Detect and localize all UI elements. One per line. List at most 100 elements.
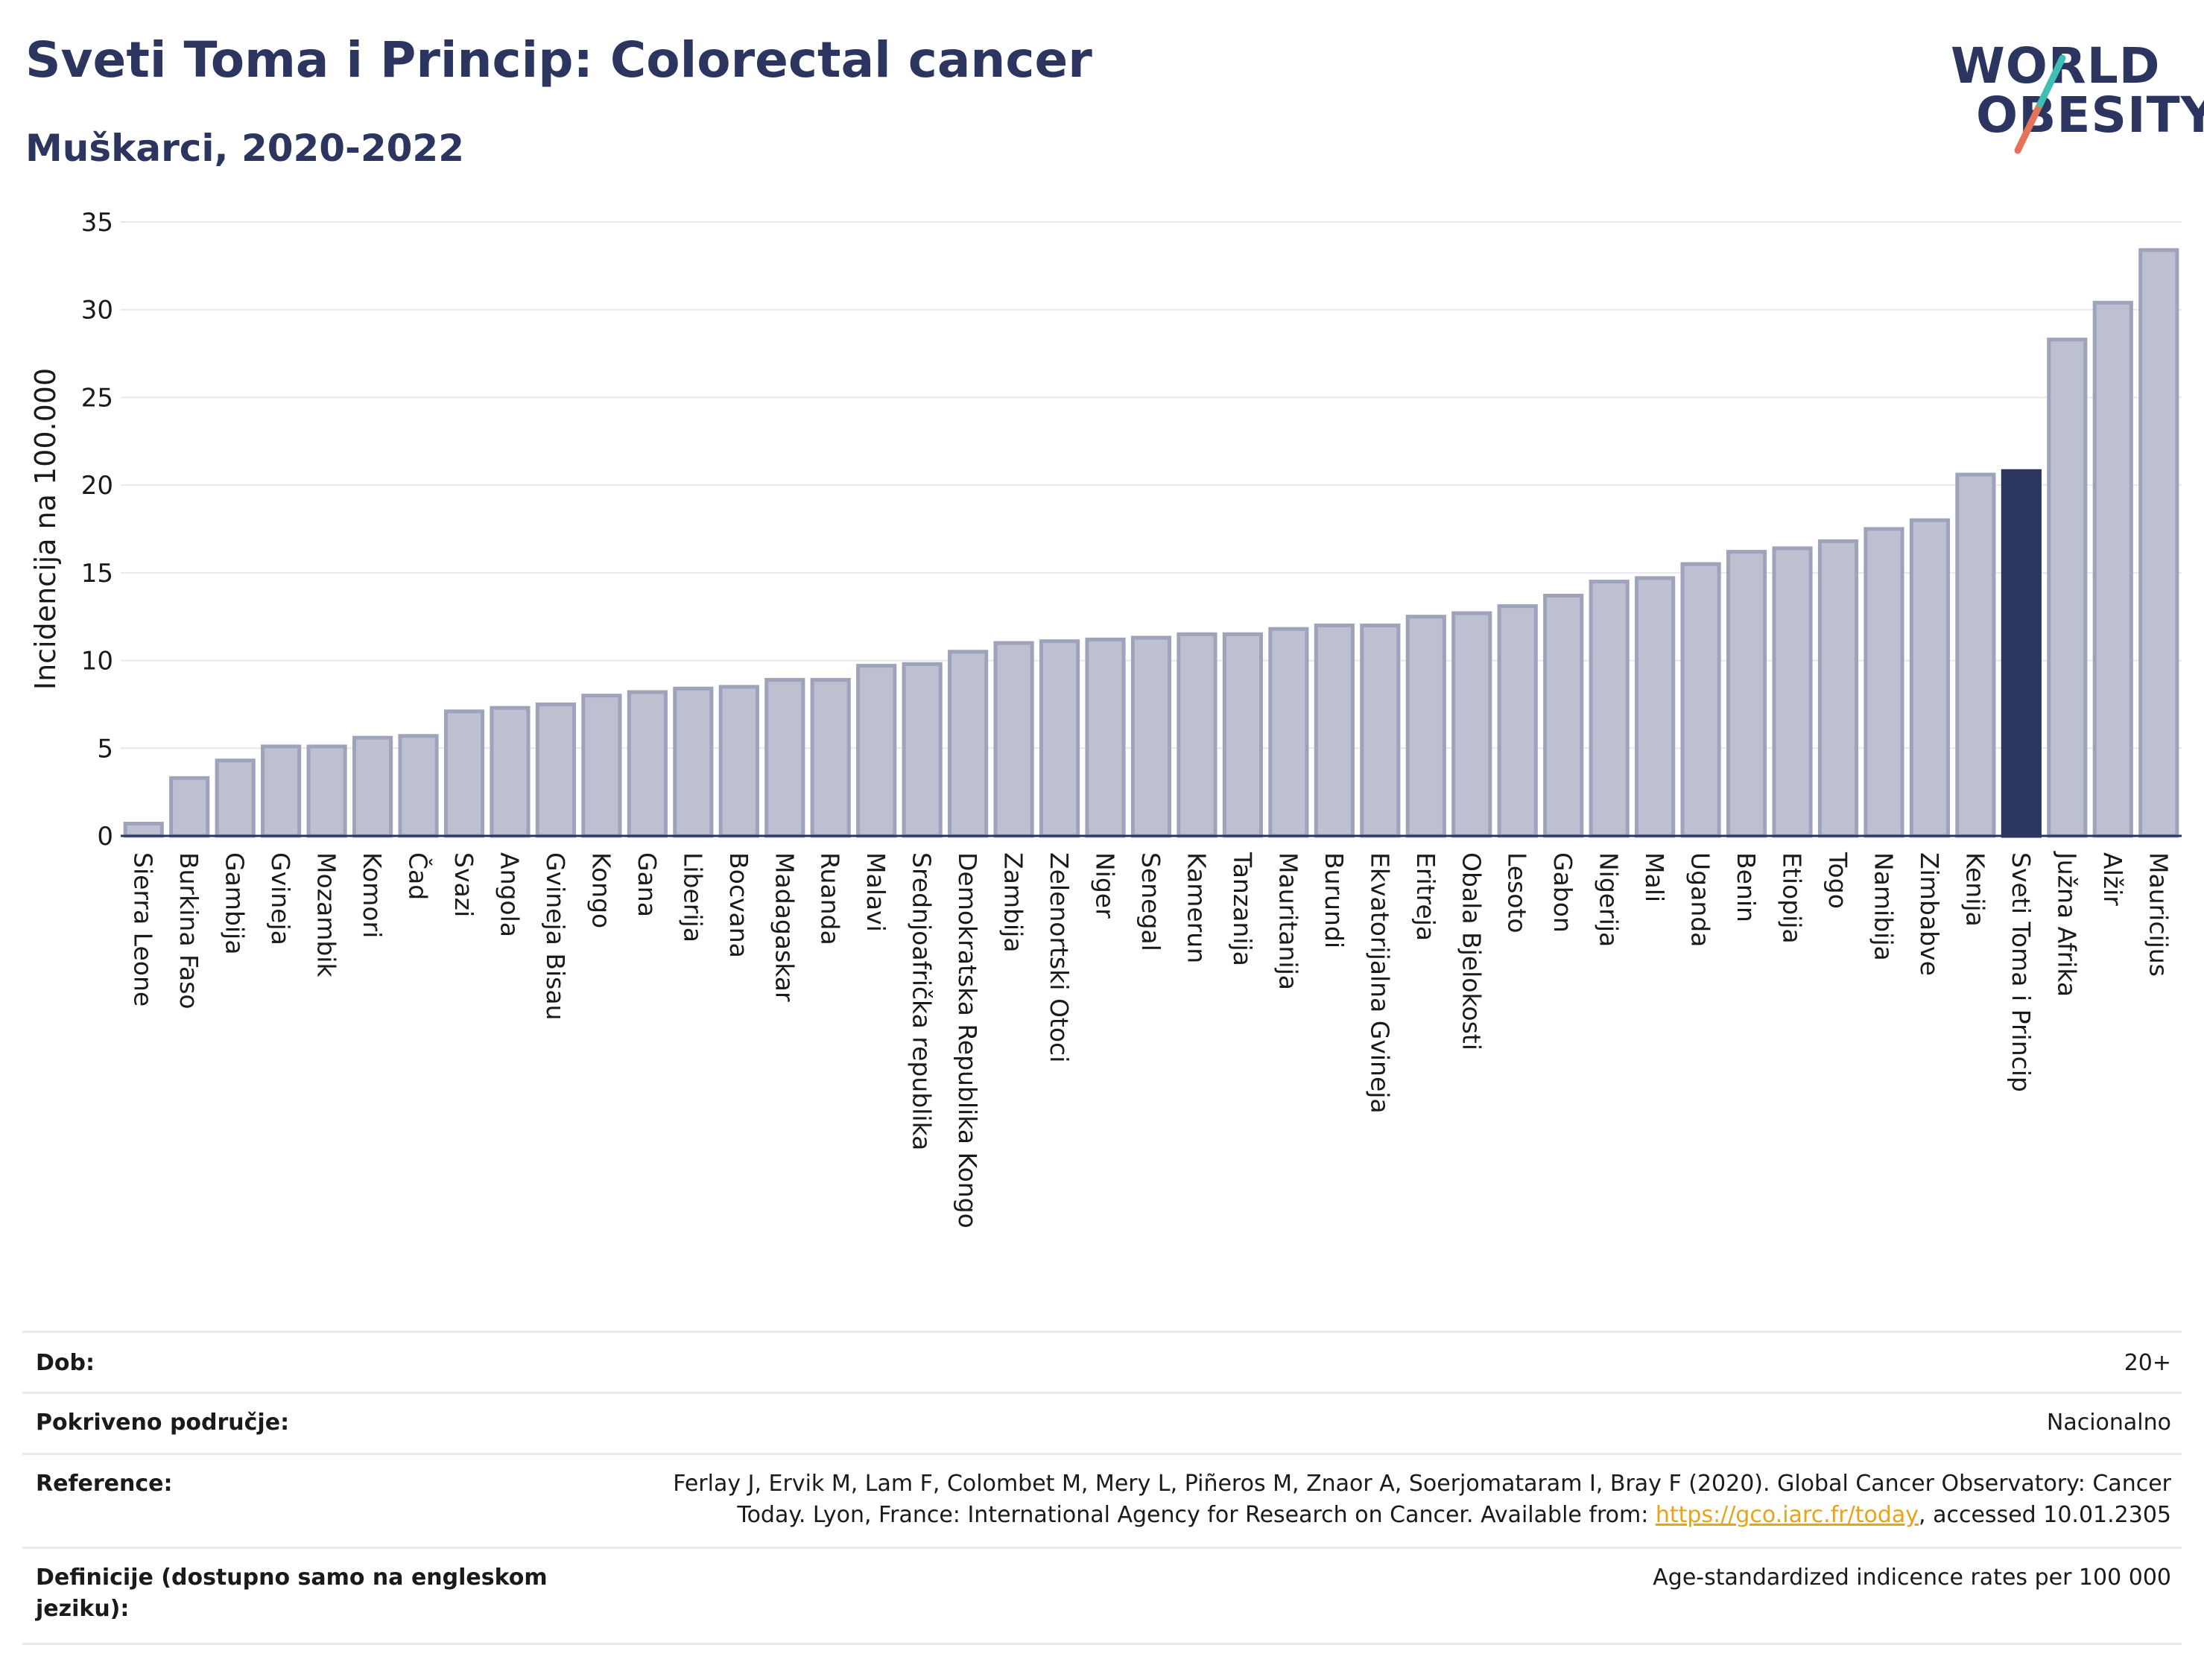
- bar: [1451, 611, 1492, 838]
- bar: [718, 685, 759, 838]
- bar: [443, 709, 485, 838]
- bar: [1405, 615, 1446, 838]
- bar: [1039, 639, 1080, 838]
- bar: [1589, 580, 1630, 838]
- x-tick-label: Etiopija: [1778, 852, 1807, 944]
- x-tick-label: Gvineja: [266, 852, 295, 945]
- x-tick-label: Angola: [495, 852, 524, 937]
- bar: [1726, 550, 1767, 838]
- x-tick-label: Kongo: [586, 852, 615, 928]
- bar: [1360, 623, 1401, 838]
- x-tick-label: Mauricijus: [2144, 852, 2173, 977]
- bar: [1909, 518, 1951, 838]
- bar: [1863, 527, 1904, 838]
- x-tick-label: Burundi: [1320, 852, 1349, 948]
- bar: [948, 650, 989, 838]
- x-tick-label: Gvineja Bisau: [541, 852, 570, 1021]
- x-tick-label: Zelenortski Otoci: [1045, 852, 1074, 1062]
- bar: [398, 734, 439, 838]
- y-tick-label: 15: [81, 559, 113, 589]
- meta-row-definition: Definicije (dostupno samo na engleskom j…: [22, 1547, 2182, 1645]
- bar: [993, 641, 1034, 838]
- x-tick-label: Mozambik: [312, 852, 341, 977]
- meta-row-reference: Reference: Ferlay J, Ervik M, Lam F, Col…: [22, 1453, 2182, 1549]
- x-tick-label: Tanzanija: [1228, 852, 1257, 966]
- bar: [902, 662, 943, 838]
- x-tick-label: Uganda: [1686, 852, 1715, 947]
- chart-title: Sveti Toma i Princip: Colorectal cancer: [25, 31, 1092, 89]
- x-tick-label: Sveti Toma i Princip: [2007, 852, 2036, 1092]
- y-tick-label: 35: [81, 208, 113, 238]
- bar: [261, 744, 302, 838]
- y-tick-label: 10: [81, 647, 113, 676]
- x-tick-label: Madagaskar: [770, 852, 799, 1002]
- x-tick-label: Gabon: [1548, 852, 1577, 933]
- reference-line-2: Today. Lyon, France: International Agenc…: [547, 1500, 2171, 1531]
- y-axis-label: Incidencija na 100.000: [29, 368, 62, 690]
- bar: [535, 702, 577, 838]
- world-obesity-logo: WORLD OBESITY: [1937, 37, 2204, 156]
- definition-value: Age-standardized indicence rates per 100…: [1653, 1565, 2171, 1591]
- bar: [1772, 546, 1813, 838]
- x-tick-label: Zimbabve: [1915, 852, 1944, 976]
- definition-label: Definicije (dostupno samo na engleskom j…: [36, 1565, 548, 1622]
- x-tick-label: Gambija: [221, 852, 250, 954]
- reference-link[interactable]: https://gco.iarc.fr/today: [1655, 1502, 1919, 1528]
- x-tick-label: Bocvana: [724, 852, 753, 958]
- x-tick-label: Gana: [633, 852, 662, 917]
- chart-subtitle: Muškarci, 2020-2022: [25, 127, 465, 170]
- bar: [1635, 576, 1676, 838]
- coverage-label: Pokriveno područje:: [36, 1410, 290, 1436]
- bar: [810, 677, 851, 838]
- meta-row-coverage: Pokriveno područje: Nacionalno: [22, 1392, 2182, 1455]
- bar: [2138, 248, 2179, 838]
- logo-slash-icon: [2014, 54, 2066, 154]
- x-tick-label: Kamerun: [1182, 852, 1211, 963]
- y-tick-label: 5: [97, 734, 113, 764]
- bar: [2047, 337, 2088, 838]
- x-tick-label: Liberija: [678, 852, 707, 942]
- bar-chart: 0 5 10 15 20 25 30 35 Incidencija na 100.000 Sier…: [29, 208, 2182, 1229]
- x-tick-label: Južna Afrika: [2052, 851, 2081, 997]
- x-tick-label: Benin: [1732, 852, 1761, 922]
- bar: [673, 686, 714, 838]
- x-tick-label: Komori: [358, 852, 387, 938]
- x-tick-label: Mali: [1640, 852, 1669, 902]
- bar: [352, 735, 393, 838]
- x-tick-label: Eritreja: [1411, 852, 1440, 941]
- bar: [1497, 604, 1538, 838]
- bar: [2092, 300, 2133, 838]
- reference-label: Reference:: [36, 1471, 173, 1497]
- bar: [1680, 562, 1721, 838]
- bar: [123, 822, 164, 838]
- bar: [169, 776, 210, 838]
- bar: [306, 744, 347, 838]
- reference-line-2-start: Today. Lyon, France: International Agenc…: [737, 1502, 1656, 1528]
- x-tick-label: Srednjoafrička republika: [908, 852, 937, 1150]
- reference-line-1: Ferlay J, Ervik M, Lam F, Colombet M, Me…: [673, 1471, 2171, 1497]
- bar: [1268, 627, 1309, 838]
- bar: [627, 690, 668, 838]
- bar: [1085, 637, 1126, 838]
- y-tick-label: 20: [81, 471, 113, 501]
- x-tick-label: Svazi: [449, 852, 478, 917]
- bar: [490, 706, 531, 838]
- reference-text: Ferlay J, Ervik M, Lam F, Colombet M, Me…: [547, 1468, 2171, 1531]
- x-tick-label: Lesoto: [1503, 852, 1532, 933]
- x-tick-label: Alžir: [2098, 852, 2127, 906]
- bar: [1314, 623, 1355, 838]
- bar: [856, 664, 897, 838]
- x-tick-label: Zambija: [999, 852, 1028, 952]
- x-tick-label: Čad: [404, 852, 434, 900]
- x-tick-label: Namibija: [1869, 852, 1898, 961]
- bar: [1817, 539, 1859, 838]
- x-tick-label: Sierra Leone: [129, 852, 158, 1007]
- bar: [1130, 635, 1172, 838]
- x-tick-label: Demokratska Republika Kongo: [953, 852, 982, 1229]
- x-tick-label: Kenija: [1960, 852, 1989, 927]
- x-tick-label: Mauritanija: [1273, 852, 1302, 990]
- x-tick-label: Niger: [1091, 852, 1120, 919]
- bar: [1543, 593, 1584, 838]
- bar: [1955, 472, 1996, 838]
- y-tick-label: 30: [81, 296, 113, 326]
